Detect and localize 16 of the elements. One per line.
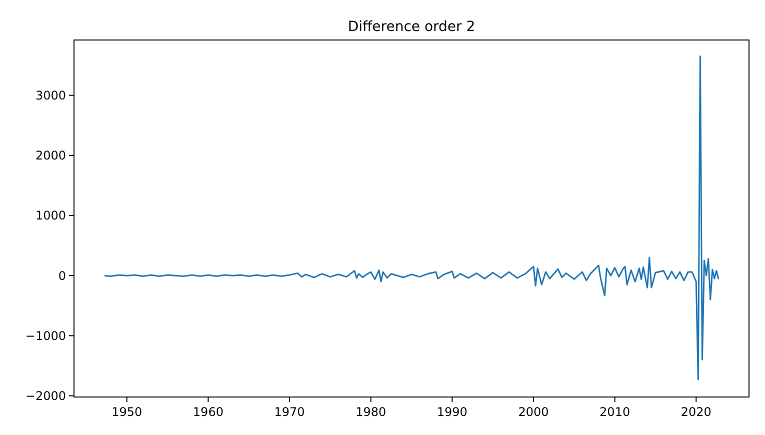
line-series xyxy=(104,55,720,380)
y-tick-label: −2000 xyxy=(25,389,66,403)
x-tick-label: 1960 xyxy=(192,405,224,419)
y-tick-label: −1000 xyxy=(25,328,66,343)
x-tick-label: 1950 xyxy=(112,405,142,419)
x-tick-label: 2020 xyxy=(680,405,712,419)
chart-title: Difference order 2 xyxy=(348,19,476,35)
y-tick-label: 3000 xyxy=(35,88,66,102)
x-tick-label: 2000 xyxy=(518,405,549,419)
y-tick-label: 1000 xyxy=(35,208,66,223)
x-tick-label: 2010 xyxy=(600,405,630,419)
x-tick-label: 1990 xyxy=(436,405,468,419)
y-tick-label: 0 xyxy=(58,268,66,283)
y-tick-label: 2000 xyxy=(35,148,66,163)
x-tick-label: 1980 xyxy=(356,405,386,419)
x-tick-label: 1970 xyxy=(274,405,305,419)
